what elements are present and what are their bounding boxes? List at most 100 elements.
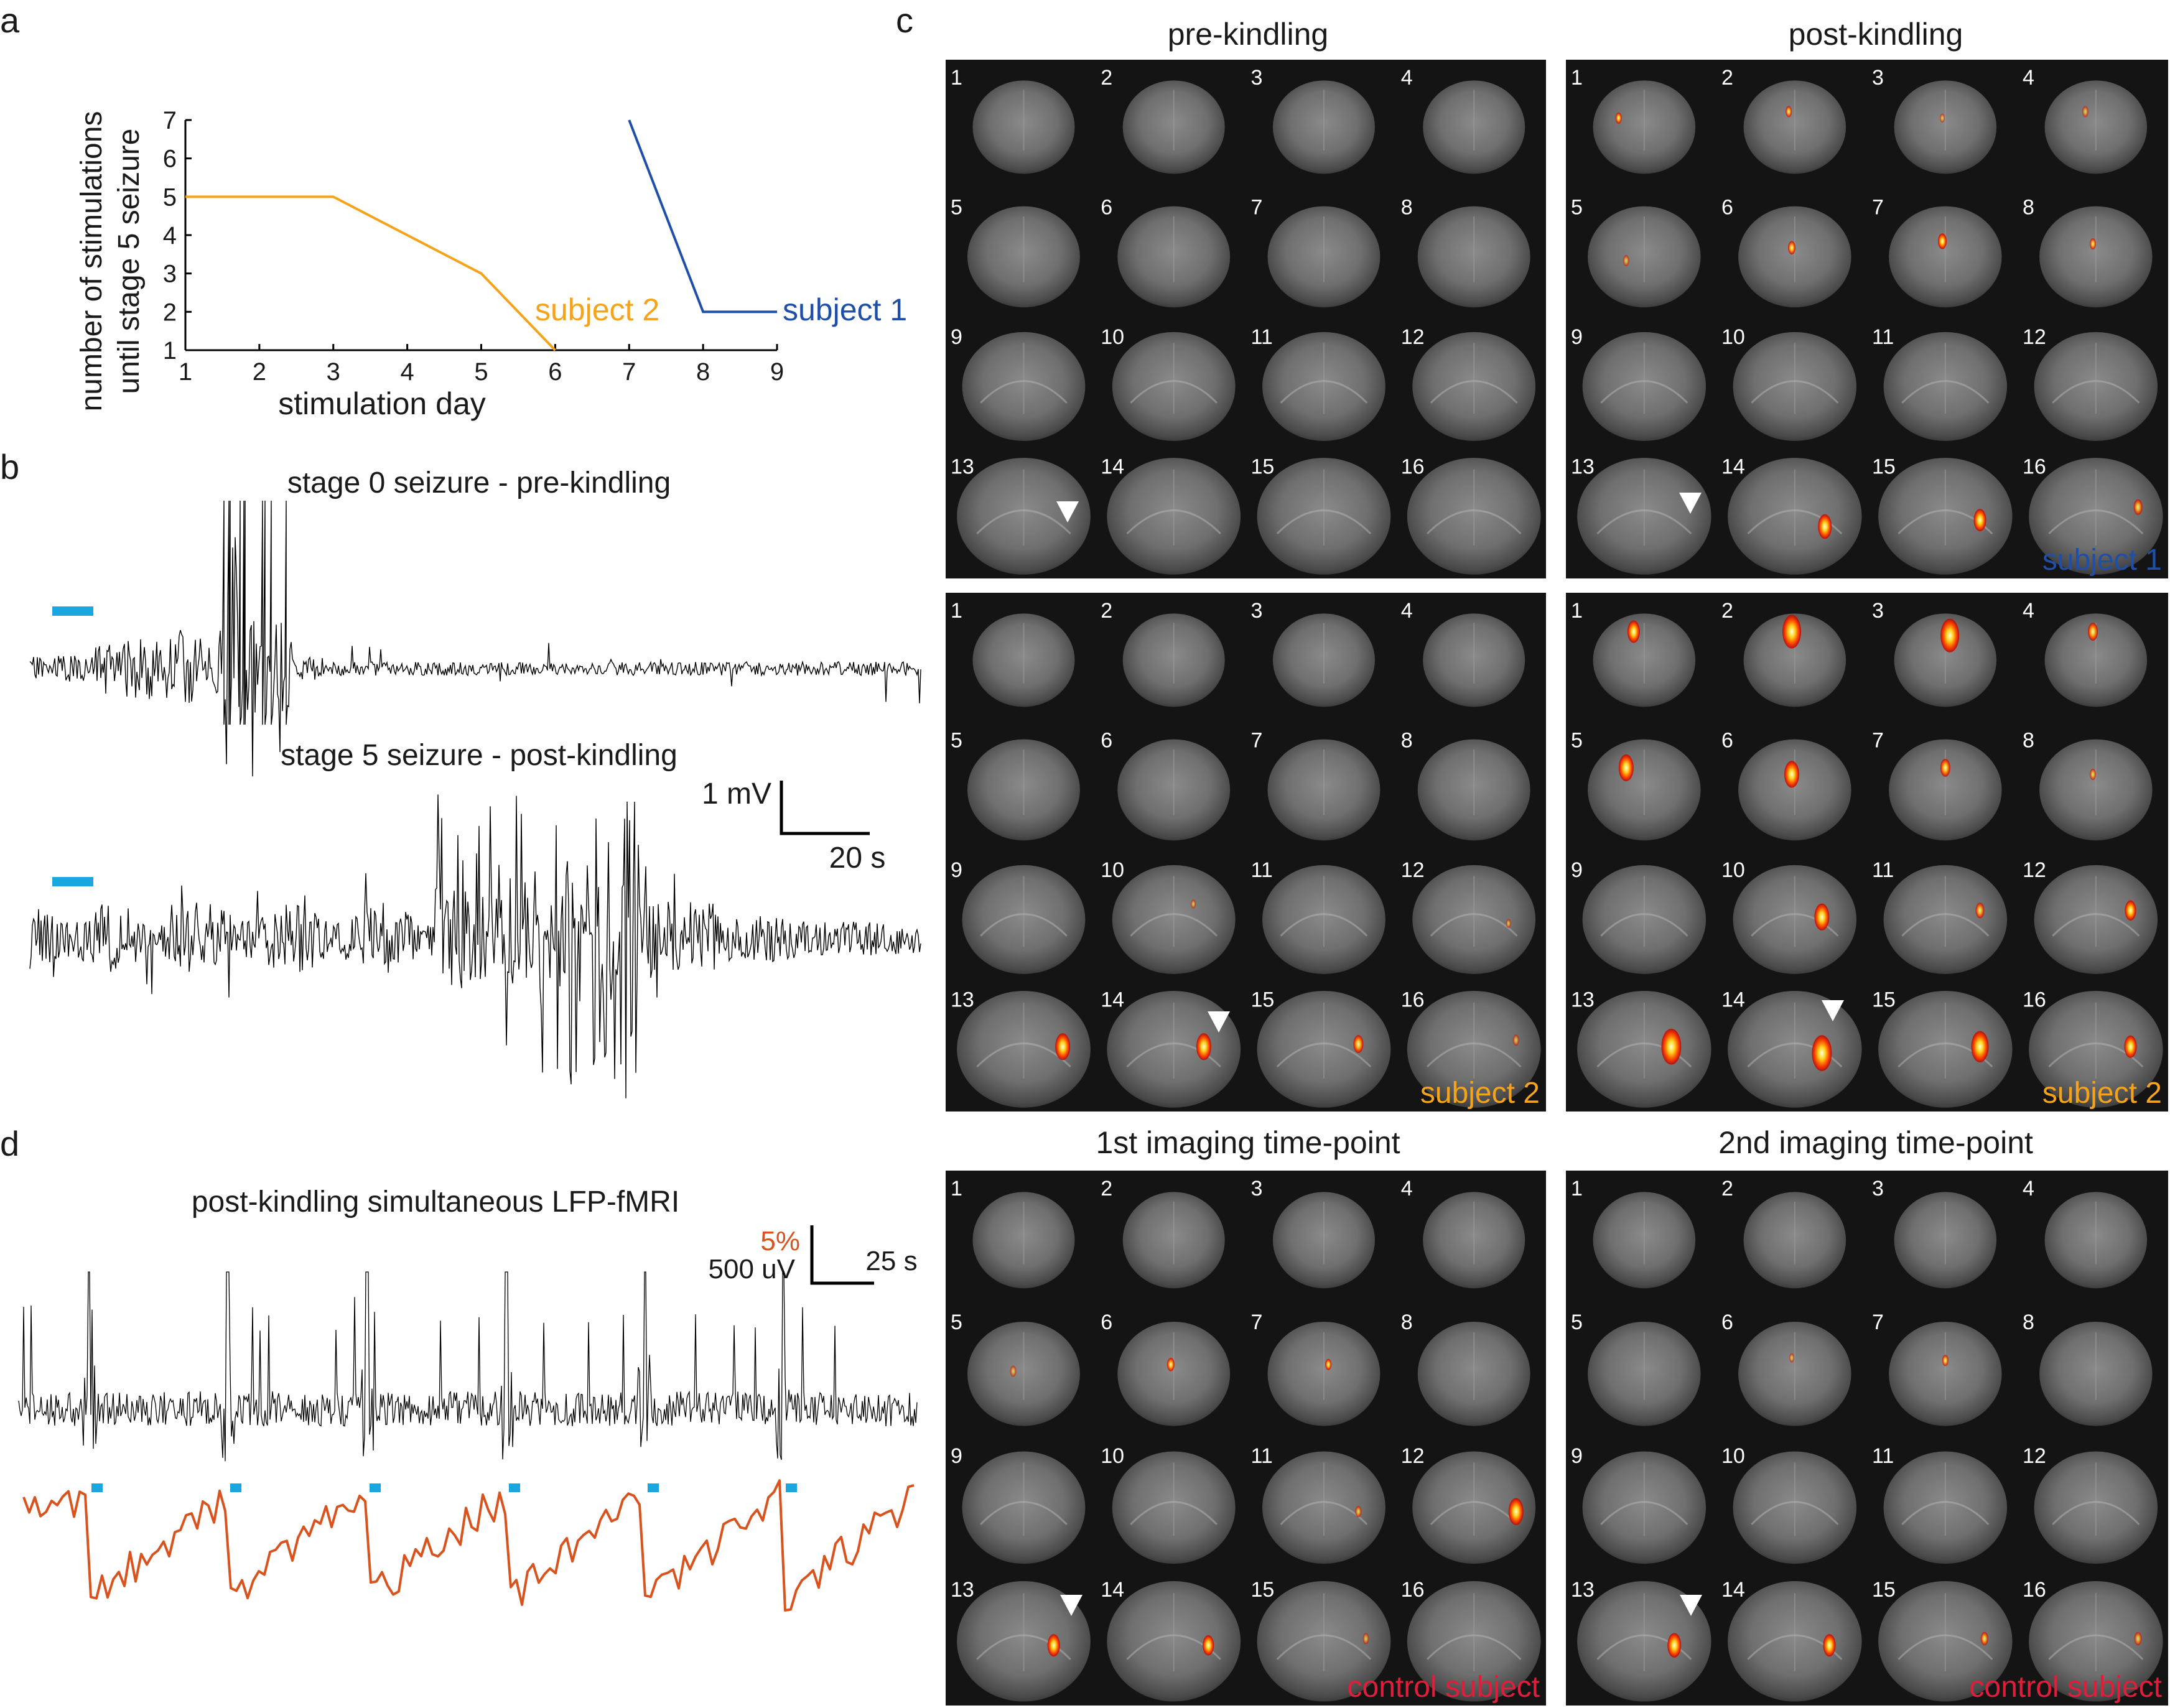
grid-subject-label: subject 2 — [2042, 1077, 2162, 1110]
panel-b: b stage 0 seizure - pre-kindling stage 5… — [0, 447, 921, 1098]
slice-number: 1 — [1571, 599, 1583, 623]
panel-d-bold-signal — [22, 1479, 915, 1612]
grid-subject-label: control subject — [1970, 1671, 2163, 1704]
stimulation-site-arrow — [1056, 501, 1079, 522]
stimulation-site-arrow — [1680, 1595, 1702, 1616]
slice-number: 4 — [1401, 1177, 1413, 1200]
hippocampus-outline — [1280, 380, 1368, 404]
activation-blob — [1661, 1028, 1682, 1065]
column-title-pre-kindling: pre-kindling — [1168, 17, 1328, 52]
activation-blob — [2125, 900, 2136, 921]
slice-number: 11 — [1251, 858, 1273, 882]
slice-number: 10 — [1101, 858, 1124, 882]
activation-blob — [2133, 499, 2143, 515]
activation-blob — [1355, 1506, 1362, 1518]
slice-number: 12 — [1401, 858, 1425, 882]
x-tick-label: 2 — [253, 358, 266, 386]
slice-number: 12 — [2023, 1444, 2046, 1468]
y-tick-label: 5 — [163, 183, 177, 211]
panel-a-series-label-subject-2: subject 2 — [535, 292, 659, 327]
grid-subject-label: subject 2 — [1420, 1077, 1540, 1110]
slice-number: 11 — [1251, 1444, 1273, 1468]
y-tick-label: 3 — [163, 261, 177, 288]
slice-number: 6 — [1101, 196, 1112, 220]
hippocampus-outline — [1130, 1501, 1218, 1525]
stim-marker — [509, 1483, 520, 1492]
slice-number: 9 — [1571, 1444, 1583, 1468]
hippocampus-outline — [1901, 913, 1990, 937]
panel-b-stim-marker-2 — [52, 877, 93, 886]
x-tick-label: 4 — [401, 358, 414, 386]
slice-number: 6 — [1721, 1311, 1733, 1334]
activation-blob — [1940, 113, 1945, 123]
column-title-1st-imaging: 1st imaging time-point — [1096, 1125, 1400, 1160]
slice-number: 16 — [2023, 1578, 2046, 1602]
activation-blob — [1786, 106, 1792, 118]
slice-number: 11 — [1872, 1444, 1894, 1468]
panel-d-scale-time: 25 s — [865, 1246, 917, 1276]
x-tick-label: 3 — [327, 358, 340, 386]
y-tick-label: 2 — [163, 299, 177, 326]
activation-blob — [2088, 623, 2098, 641]
activation-blob — [1508, 1498, 1524, 1525]
hippocampus-outline — [2052, 1501, 2140, 1525]
activation-blob — [1940, 759, 1950, 777]
hippocampus-outline — [2048, 1634, 2144, 1660]
activation-blob — [1942, 1355, 1949, 1367]
activation-blob — [1623, 255, 1629, 267]
hippocampus-outline — [1126, 1042, 1221, 1068]
panel-a: a number of stimulations until stage 5 s… — [0, 1, 907, 421]
slice-number: 11 — [1872, 325, 1894, 349]
slice-number: 2 — [1721, 599, 1733, 623]
hippocampus-outline — [1751, 1501, 1839, 1525]
hippocampus-outline — [1426, 1634, 1522, 1660]
activation-blob — [1980, 1631, 1988, 1646]
hippocampus-outline — [1600, 913, 1688, 937]
hippocampus-outline — [1430, 1501, 1518, 1525]
panel-d-scale-bar — [810, 1225, 874, 1285]
activation-blob — [1353, 1035, 1364, 1053]
activation-blob — [1667, 1633, 1682, 1658]
hippocampus-outline — [2048, 509, 2144, 535]
x-tick-label: 1 — [179, 358, 192, 386]
panel-b-scale-bar — [780, 781, 870, 835]
panel-b-title-2: stage 5 seizure - post-kindling — [281, 739, 678, 772]
activation-blob — [1506, 919, 1511, 928]
panel-c: c pre-kindling post-kindling 1st imaging… — [896, 1, 2168, 1706]
slice-number: 1 — [951, 599, 962, 623]
hippocampus-outline — [1596, 509, 1692, 535]
slice-number: 1 — [1571, 1177, 1583, 1200]
activation-blob — [1362, 1633, 1369, 1645]
slice-number: 10 — [1721, 1444, 1745, 1468]
hippocampus-outline — [1126, 509, 1221, 535]
activation-blob — [1325, 1358, 1332, 1370]
hippocampus-outline — [980, 913, 1068, 937]
y-tick-label: 4 — [163, 222, 177, 249]
activation-blob — [1940, 618, 1960, 652]
panel-b-title-1: stage 0 seizure - pre-kindling — [287, 466, 671, 499]
slice-number: 4 — [2023, 1177, 2034, 1200]
panel-a-xlabel: stimulation day — [278, 386, 486, 421]
activation-blob — [1191, 899, 1196, 909]
panel-a-ylabel-line1: number of stimulations — [75, 111, 108, 412]
slice-number: 16 — [2023, 455, 2046, 479]
grid-subject-label: subject 1 — [2042, 544, 2162, 577]
y-tick-label: 7 — [163, 107, 177, 134]
activation-blob — [1047, 1634, 1060, 1657]
slice-number: 13 — [951, 455, 974, 479]
x-tick-label: 7 — [622, 358, 636, 386]
activation-blob — [1055, 1033, 1071, 1061]
slice-number: 4 — [1401, 66, 1413, 90]
slice-number: 14 — [1101, 1578, 1124, 1602]
panel-d-lfp-trace — [18, 1271, 918, 1462]
slice-number: 5 — [951, 1311, 962, 1334]
hippocampus-outline — [1901, 1501, 1990, 1525]
slice-number: 14 — [1101, 988, 1124, 1012]
panel-d-stim-markers — [91, 1483, 797, 1492]
panel-a-lines — [185, 119, 777, 351]
slice-number: 7 — [1872, 1311, 1884, 1334]
activation-blob — [2090, 768, 2096, 780]
slice-number: 2 — [1721, 66, 1733, 90]
